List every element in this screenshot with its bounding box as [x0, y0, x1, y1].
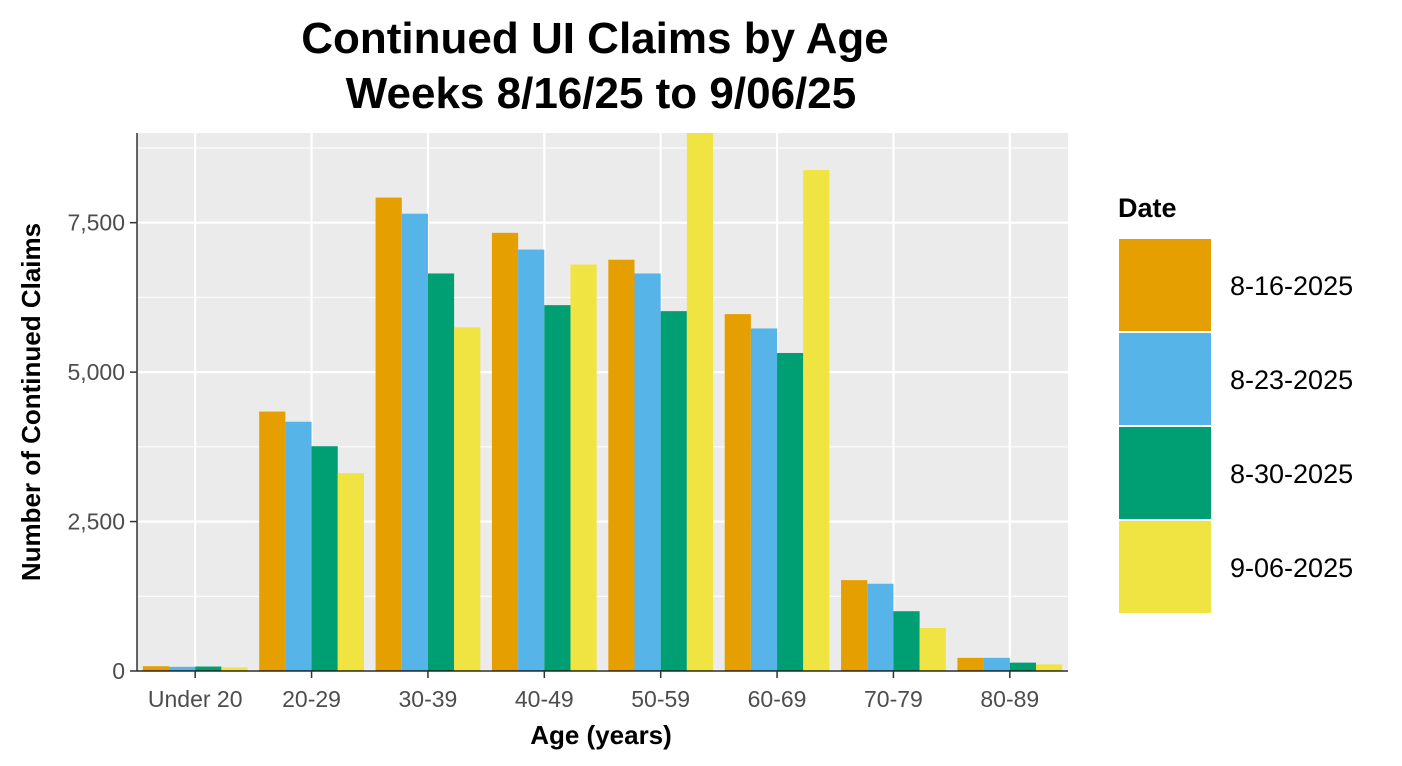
- bar: [1009, 662, 1036, 671]
- legend: Date 8-16-2025 8-23-2025 8-30-2025 9-06-202…: [1117, 193, 1353, 615]
- bar: [957, 657, 984, 671]
- bar: [750, 328, 778, 671]
- bar: [375, 197, 402, 671]
- bars: [142, 133, 1063, 672]
- legend-label: 8-30-2025: [1230, 459, 1353, 489]
- bar: [608, 259, 635, 671]
- bar: [195, 666, 222, 671]
- bar: [259, 411, 286, 671]
- bar: [544, 305, 571, 671]
- bar: [169, 666, 196, 671]
- x-tick-label: 20-29: [282, 686, 341, 712]
- bar: [919, 627, 946, 671]
- legend-key: [1117, 425, 1213, 521]
- bar: [337, 473, 364, 671]
- legend-key: [1117, 331, 1213, 427]
- bar: [634, 273, 661, 671]
- legend-label: 8-23-2025: [1230, 365, 1353, 395]
- y-tick-label: 5,000: [67, 359, 125, 385]
- x-tick-label: 60-69: [748, 686, 807, 712]
- bar: [1035, 664, 1063, 671]
- bar: [777, 352, 804, 671]
- bar: [221, 667, 248, 671]
- bar: [427, 273, 455, 671]
- y-tick-label: 2,500: [67, 509, 125, 535]
- bar: [893, 611, 920, 671]
- bar: [867, 583, 894, 671]
- x-tick-label: 30-39: [399, 686, 458, 712]
- bar: [311, 446, 338, 671]
- bar: [401, 213, 428, 671]
- x-axis-title: Age (years): [530, 720, 672, 750]
- legend-key: [1117, 237, 1213, 333]
- bar: [454, 327, 481, 671]
- y-axis-title: Number of Continued Claims: [16, 223, 46, 581]
- y-axis-ticks: 0 2,500 5,000 7,500: [67, 210, 137, 684]
- bar: [803, 170, 830, 671]
- chart-subtitle: Weeks 8/16/25 to 9/06/25: [346, 69, 856, 118]
- x-tick-label: Under 20: [148, 686, 243, 712]
- x-axis-ticks: Under 20 20-29 30-39 40-49 50-59 60-69 70-79 80…: [148, 671, 1039, 712]
- bar: [491, 232, 519, 671]
- bar: [686, 133, 714, 671]
- bar: [724, 314, 751, 671]
- bar: [518, 249, 545, 672]
- y-tick-label: 7,500: [67, 210, 125, 236]
- y-tick-label: 0: [112, 658, 125, 684]
- legend-key: [1117, 519, 1213, 615]
- legend-title: Date: [1118, 193, 1177, 223]
- legend-label: 9-06-2025: [1230, 553, 1353, 583]
- bar: [285, 421, 312, 671]
- bar: [841, 580, 868, 671]
- bar: [660, 311, 687, 671]
- bar: [142, 666, 170, 671]
- x-tick-label: 80-89: [980, 686, 1039, 712]
- x-tick-label: 70-79: [864, 686, 923, 712]
- legend-label: 8-16-2025: [1230, 271, 1353, 301]
- x-tick-label: 50-59: [631, 686, 690, 712]
- bar: [983, 657, 1010, 671]
- x-tick-label: 40-49: [515, 686, 574, 712]
- chart-title: Continued UI Claims by Age: [301, 14, 889, 63]
- bar: [570, 264, 597, 671]
